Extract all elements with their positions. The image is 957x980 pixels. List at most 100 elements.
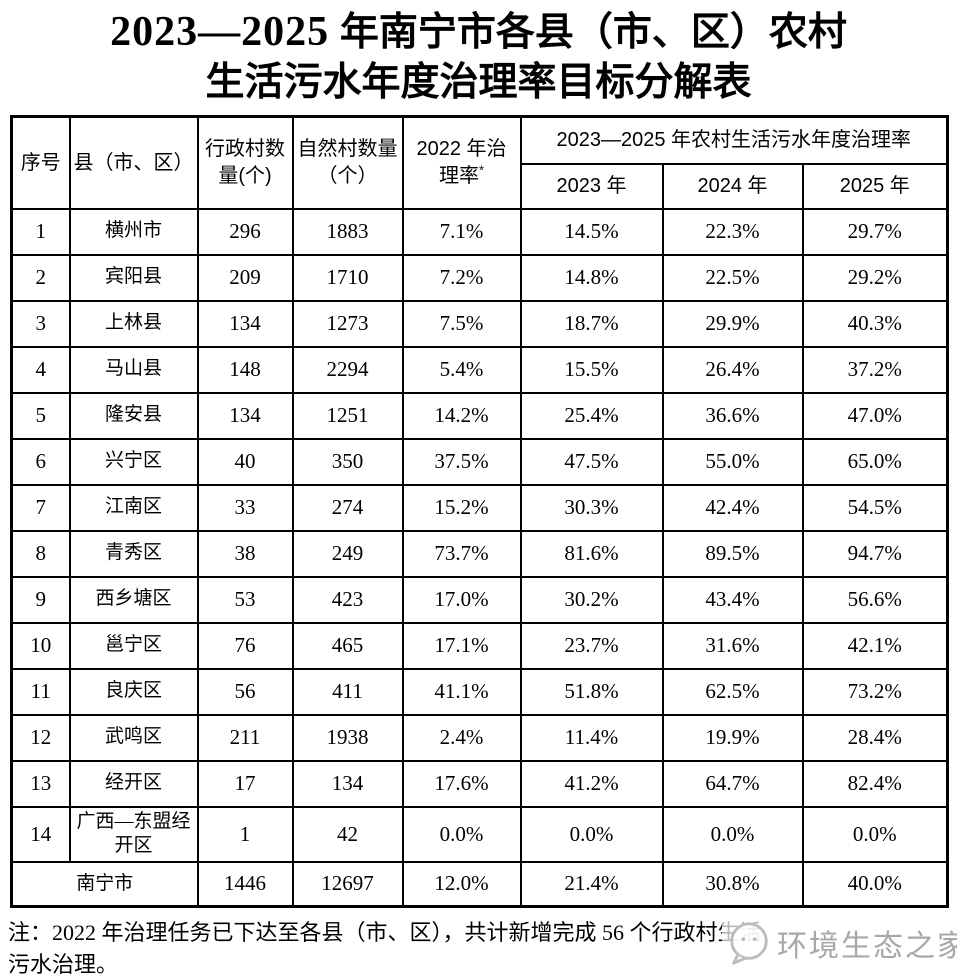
title-line-2: 生活污水年度治理率目标分解表: [0, 59, 957, 108]
cell-rate-2023: 0.0%: [519, 805, 664, 864]
cell-no: 2: [10, 253, 71, 302]
cell-natural-villages: 1938: [291, 713, 404, 762]
cell-no: 6: [10, 437, 71, 486]
footnote-line-1: 注：2022 年治理任务已下达至各县（市、区），共计新增完成 56 个行政村生活: [8, 919, 762, 945]
cell-admin-villages: 211: [196, 713, 294, 762]
col-header-group-2023-2025: 2023—2025 年农村生活污水年度治理率: [519, 115, 949, 165]
cell-natural-villages: 134: [291, 759, 404, 808]
total-rate-2024: 30.8%: [661, 861, 804, 908]
title-year-range: 2023—2025: [110, 9, 330, 55]
cell-rate-2025: 40.3%: [801, 299, 949, 348]
target-breakdown-table: 序号 县（市、区） 行政村数量(个) 自然村数量（个） 2022 年治理率* 2…: [10, 115, 949, 908]
table-row: 14 广西—东盟经开区 1 42 0.0% 0.0% 0.0% 0.0%: [10, 805, 949, 864]
footnote: 注：2022 年治理任务已下达至各县（市、区），共计新增完成 56 个行政村生活…: [8, 917, 945, 980]
cell-rate-2024: 64.7%: [661, 759, 804, 808]
cell-admin-villages: 53: [196, 575, 294, 624]
footnote-asterisk: *: [478, 162, 485, 178]
total-admin-villages: 1446: [196, 861, 294, 908]
cell-natural-villages: 249: [291, 529, 404, 578]
cell-natural-villages: 1710: [291, 253, 404, 302]
total-rate-2025: 40.0%: [801, 861, 949, 908]
cell-rate-2024: 55.0%: [661, 437, 804, 486]
cell-rate-2022: 5.4%: [401, 345, 522, 394]
cell-rate-2023: 41.2%: [519, 759, 664, 808]
cell-natural-villages: 423: [291, 575, 404, 624]
cell-rate-2022: 7.1%: [401, 207, 522, 256]
chat-bubble-logo-icon: [730, 922, 768, 965]
cell-natural-villages: 274: [291, 483, 404, 532]
table-body: 1 横州市 296 1883 7.1% 14.5% 22.3% 29.7% 2 宾阳县 209 171…: [10, 207, 949, 908]
col-header-admin-villages: 行政村数量(个): [196, 115, 294, 210]
cell-rate-2023: 15.5%: [519, 345, 664, 394]
cell-rate-2025: 29.2%: [801, 253, 949, 302]
cell-rate-2022: 2.4%: [401, 713, 522, 762]
table-row: 10 邕宁区 76 465 17.1% 23.7% 31.6% 42.1%: [10, 621, 949, 670]
cell-natural-villages: 465: [291, 621, 404, 670]
cell-admin-villages: 56: [196, 667, 294, 716]
cell-county: 马山县: [68, 345, 199, 394]
table-row: 11 良庆区 56 411 41.1% 51.8% 62.5% 73.2%: [10, 667, 949, 716]
cell-county: 横州市: [68, 207, 199, 256]
cell-rate-2022: 7.2%: [401, 253, 522, 302]
cell-rate-2023: 18.7%: [519, 299, 664, 348]
cell-no: 8: [10, 529, 71, 578]
watermark: 环境生态之家: [722, 918, 957, 968]
cell-county: 青秀区: [68, 529, 199, 578]
cell-rate-2023: 51.8%: [519, 667, 664, 716]
cell-rate-2023: 25.4%: [519, 391, 664, 440]
cell-no: 7: [10, 483, 71, 532]
cell-no: 14: [10, 805, 71, 864]
cell-no: 4: [10, 345, 71, 394]
cell-county: 兴宁区: [68, 437, 199, 486]
cell-rate-2022: 0.0%: [401, 805, 522, 864]
table-row: 12 武鸣区 211 1938 2.4% 11.4% 19.9% 28.4%: [10, 713, 949, 762]
header-row-2: 2023 年 2024 年 2025 年: [12, 162, 949, 210]
cell-rate-2022: 17.1%: [401, 621, 522, 670]
table-row: 13 经开区 17 134 17.6% 41.2% 64.7% 82.4%: [10, 759, 949, 808]
cell-rate-2023: 81.6%: [519, 529, 664, 578]
cell-natural-villages: 2294: [291, 345, 404, 394]
cell-county: 良庆区: [68, 667, 199, 716]
cell-rate-2024: 31.6%: [661, 621, 804, 670]
cell-county: 武鸣区: [68, 713, 199, 762]
cell-rate-2023: 14.5%: [519, 207, 664, 256]
total-label: 南宁市: [10, 861, 199, 908]
table-row: 1 横州市 296 1883 7.1% 14.5% 22.3% 29.7%: [10, 207, 949, 256]
cell-rate-2022: 17.6%: [401, 759, 522, 808]
total-row: 南宁市 1446 12697 12.0% 21.4% 30.8% 40.0%: [10, 861, 949, 908]
cell-county: 经开区: [68, 759, 199, 808]
cell-rate-2024: 22.3%: [661, 207, 804, 256]
table-header: 序号 县（市、区） 行政村数量(个) 自然村数量（个） 2022 年治理率* 2…: [10, 115, 949, 210]
cell-rate-2023: 30.2%: [519, 575, 664, 624]
cell-rate-2025: 65.0%: [801, 437, 949, 486]
cell-county: 上林县: [68, 299, 199, 348]
cell-rate-2024: 62.5%: [661, 667, 804, 716]
cell-rate-2024: 0.0%: [661, 805, 804, 864]
col-header-2023: 2023 年: [519, 162, 664, 210]
cell-natural-villages: 1251: [291, 391, 404, 440]
table-row: 6 兴宁区 40 350 37.5% 47.5% 55.0% 65.0%: [10, 437, 949, 486]
cell-rate-2025: 37.2%: [801, 345, 949, 394]
cell-county: 邕宁区: [68, 621, 199, 670]
cell-admin-villages: 40: [196, 437, 294, 486]
col-header-county: 县（市、区）: [68, 115, 199, 210]
table-row: 9 西乡塘区 53 423 17.0% 30.2% 43.4% 56.6%: [10, 575, 949, 624]
cell-admin-villages: 17: [196, 759, 294, 808]
table-row: 7 江南区 33 274 15.2% 30.3% 42.4% 54.5%: [10, 483, 949, 532]
cell-rate-2023: 11.4%: [519, 713, 664, 762]
cell-admin-villages: 76: [196, 621, 294, 670]
cell-rate-2022: 37.5%: [401, 437, 522, 486]
cell-admin-villages: 134: [196, 299, 294, 348]
cell-rate-2022: 41.1%: [401, 667, 522, 716]
total-natural-villages: 12697: [291, 861, 404, 908]
cell-county: 宾阳县: [68, 253, 199, 302]
cell-natural-villages: 42: [291, 805, 404, 864]
cell-natural-villages: 1273: [291, 299, 404, 348]
cell-rate-2022: 15.2%: [401, 483, 522, 532]
cell-natural-villages: 411: [291, 667, 404, 716]
cell-rate-2024: 19.9%: [661, 713, 804, 762]
total-rate-2023: 21.4%: [519, 861, 664, 908]
cell-rate-2025: 54.5%: [801, 483, 949, 532]
cell-admin-villages: 296: [196, 207, 294, 256]
cell-rate-2024: 36.6%: [661, 391, 804, 440]
